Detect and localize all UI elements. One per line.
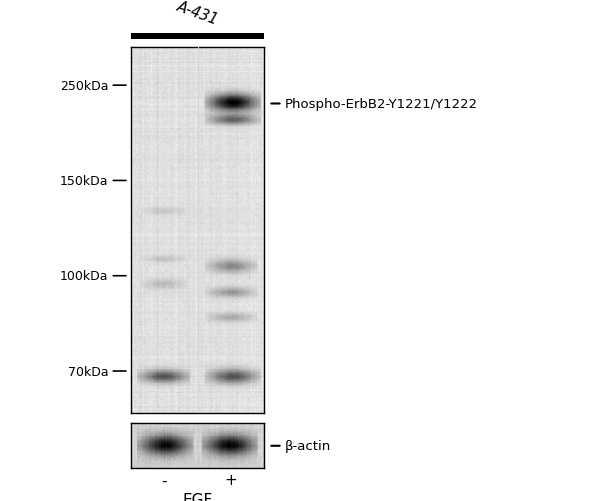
Text: 250kDa: 250kDa — [60, 80, 108, 93]
Text: +: + — [225, 472, 237, 487]
Text: EGF: EGF — [182, 492, 213, 501]
Text: A-431: A-431 — [175, 0, 220, 28]
Text: -: - — [161, 472, 167, 487]
Text: β-actin: β-actin — [285, 439, 331, 452]
Text: Phospho-ErbB2-Y1221/Y1222: Phospho-ErbB2-Y1221/Y1222 — [285, 98, 478, 111]
Text: 70kDa: 70kDa — [68, 365, 108, 378]
Text: 150kDa: 150kDa — [60, 175, 108, 187]
Bar — [131, 34, 264, 40]
Text: 100kDa: 100kDa — [60, 270, 108, 283]
